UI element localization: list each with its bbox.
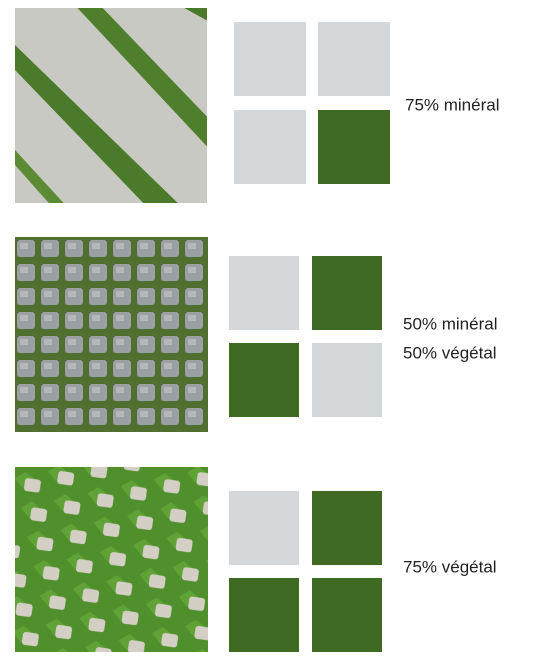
swatches: [234, 22, 390, 184]
label: 50% végétal: [403, 343, 497, 362]
swatches: [229, 491, 382, 652]
swatches: [229, 256, 382, 417]
photo-pavers-grid: [15, 237, 208, 432]
label: 50% minéral: [403, 314, 498, 333]
photo-grass-pavers: [15, 467, 208, 652]
label: 75% végétal: [403, 557, 497, 576]
photo-pavers-stripes: [15, 8, 207, 203]
label: 75% minéral: [405, 95, 500, 114]
